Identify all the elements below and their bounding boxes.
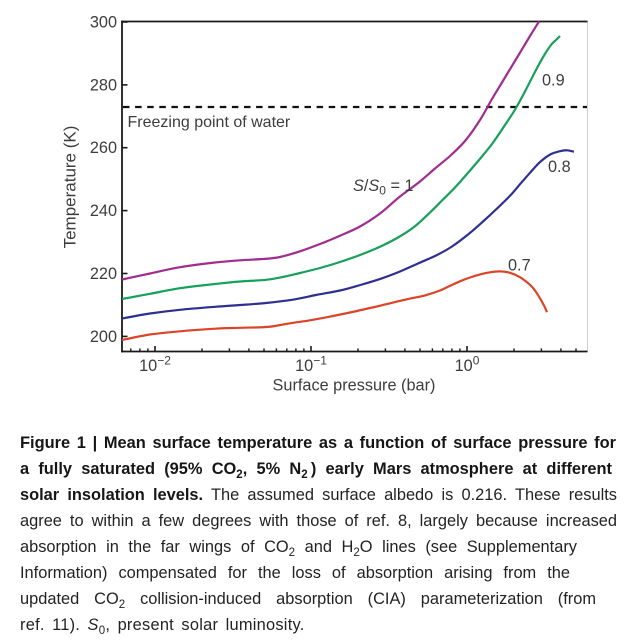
svg-text:0.8: 0.8 [548, 158, 571, 176]
svg-text:280: 280 [90, 76, 117, 94]
svg-text:10−2: 10−2 [139, 354, 171, 376]
svg-text:240: 240 [90, 202, 117, 220]
svg-text:0.7: 0.7 [508, 257, 531, 275]
svg-text:10−1: 10−1 [295, 354, 327, 376]
svg-text:200: 200 [90, 328, 117, 346]
svg-text:100: 100 [455, 354, 480, 376]
svg-text:Freezing point of water: Freezing point of water [128, 114, 291, 131]
svg-text:Temperature (K): Temperature (K) [61, 126, 80, 249]
svg-text:0.9: 0.9 [542, 72, 565, 90]
svg-text:220: 220 [90, 265, 117, 283]
svg-text:260: 260 [90, 139, 117, 157]
svg-text:300: 300 [90, 14, 117, 32]
svg-text:S/S0 = 1: S/S0 = 1 [353, 177, 414, 198]
svg-text:Surface pressure (bar): Surface pressure (bar) [273, 377, 436, 395]
